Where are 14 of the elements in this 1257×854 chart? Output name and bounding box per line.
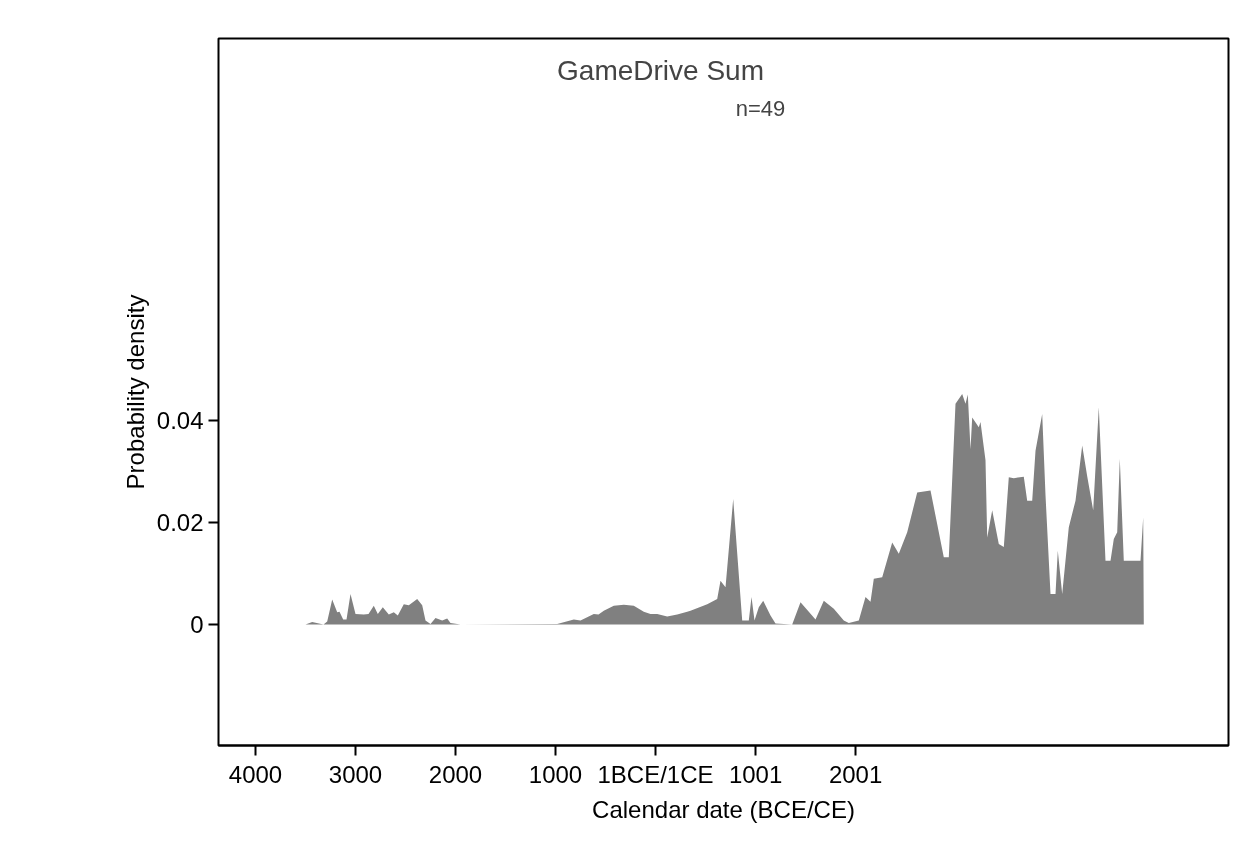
y-tick-label: 0 <box>190 611 204 639</box>
x-tick-label: 2000 <box>428 760 483 788</box>
x-tick-label: 4000 <box>228 760 283 788</box>
x-tick-label: 1000 <box>528 760 583 788</box>
text: GameDrive Sum <box>557 55 764 86</box>
y-tick-label: 0.02 <box>156 509 204 537</box>
x-axis-title: Calendar date (BCE/CE) <box>592 795 855 823</box>
y-axis-title: Probability density <box>121 294 149 490</box>
x-tick-label: 2001 <box>828 760 883 788</box>
y-tick-label: 0.04 <box>156 407 204 435</box>
x-tick-label: 1BCE/1CE <box>597 760 714 788</box>
text: n=49 <box>735 96 786 121</box>
x-tick-label: 3000 <box>328 760 383 788</box>
x-tick-label: 1001 <box>728 760 783 788</box>
